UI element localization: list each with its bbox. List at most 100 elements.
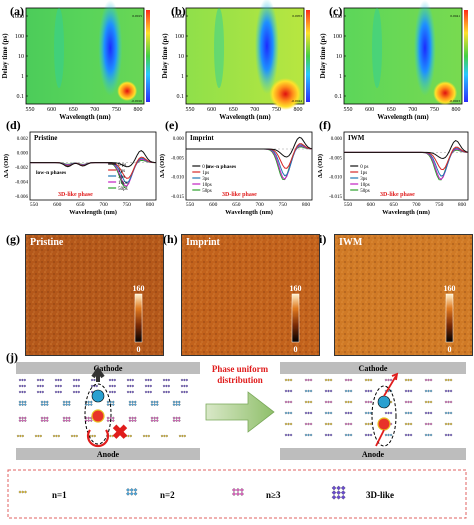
- cathode-label-right: Cathode: [359, 364, 388, 373]
- arrow-text-2: distribution: [217, 375, 263, 385]
- schematic-svg: Cathode Anode Cathode Anode Phase unifor…: [7, 362, 467, 519]
- legend-label: n≥3: [266, 490, 281, 500]
- ytick-label: 1: [21, 74, 24, 80]
- anode-label-left: Anode: [97, 450, 120, 459]
- yaxis-title: ΔA (OD): [3, 154, 10, 178]
- legend-entry: 3ps: [202, 177, 209, 182]
- spectra-title: IWM: [348, 134, 365, 142]
- ytick-label: -0.015: [171, 195, 184, 200]
- panel-label-a: (a): [10, 4, 24, 18]
- anode-label-right: Anode: [362, 450, 385, 459]
- xtick-label: 550: [344, 202, 353, 208]
- xtick-label: 600: [207, 107, 216, 113]
- xtick-label: 800: [458, 202, 467, 208]
- ytick-label: 0.000: [17, 152, 29, 157]
- legend-entry: 0 ps: [202, 165, 210, 170]
- xtick-label: 700: [412, 202, 421, 208]
- colorbar-max-1: 0.0053: [292, 14, 302, 18]
- xtick-label: 600: [47, 107, 56, 113]
- svg-text:0: 0: [137, 345, 141, 354]
- ytick-label: -0.010: [329, 176, 342, 181]
- xaxis-title: Wavelength (nm): [377, 113, 429, 121]
- ytick-label: 100: [15, 34, 24, 40]
- xtick-label: 600: [53, 202, 62, 208]
- ytick-label: 1: [181, 74, 184, 80]
- legend-entry: 10ps: [118, 181, 128, 186]
- legend-item-3: 3D-like: [331, 485, 394, 500]
- legend-item-0: n=1: [18, 490, 67, 500]
- xtick-label: 700: [90, 107, 99, 113]
- ytick-label: 0.000: [173, 137, 185, 142]
- annot-3d-like: 3D-like phase: [380, 192, 415, 198]
- ytick-label: -0.002: [15, 166, 28, 171]
- colorbar-min-1: -0.0044: [291, 99, 302, 103]
- anode-bar-right: [280, 448, 466, 460]
- legend-entry: 1ps: [202, 171, 209, 176]
- panel-label-i: (i): [315, 232, 327, 246]
- ytick-label: 1000: [172, 14, 184, 20]
- legend-entry: 3ps: [118, 175, 125, 180]
- xtick-label: 600: [209, 202, 218, 208]
- panel-label-g: (g): [6, 232, 20, 246]
- crystals-right: [284, 378, 453, 437]
- ytick-label: -0.010: [171, 176, 184, 181]
- panel-label-h: (h): [163, 232, 178, 246]
- spectrum-line: [186, 136, 313, 158]
- annot-3d-like: 3D-like phase: [58, 192, 93, 198]
- carrier-left: ✖: [84, 366, 128, 448]
- svg-text:160: 160: [444, 284, 456, 293]
- xtick-label: 750: [112, 107, 121, 113]
- legend-entry: 0 ps: [118, 163, 126, 168]
- svg-text:160: 160: [133, 284, 145, 293]
- ytick-label: 10: [178, 54, 184, 60]
- xtick-label: 650: [387, 107, 396, 113]
- yaxis-title: Delay time (ps): [1, 33, 9, 79]
- svg-text:160: 160: [290, 284, 302, 293]
- cathode-label-left: Cathode: [94, 364, 123, 373]
- row-spectra: 0 ps 1ps 3ps 10ps 50ps Pristine low-n phases 3D…: [0, 118, 474, 230]
- contour-svg: 0.0015 -0.0016 1000 100 10 1 0.1 550 600 650 700 75…: [1, 0, 468, 121]
- panel-j: (j) Cathode Anode Cathode Anode Phase un…: [0, 346, 474, 520]
- xtick-label: 800: [146, 202, 155, 208]
- afm-title-iwm: IWM: [339, 237, 363, 248]
- panel-label-e: (e): [165, 118, 179, 132]
- cathode-bar-right: [280, 362, 466, 374]
- xaxis-title: Wavelength (nm): [225, 209, 273, 216]
- ytick-label: 1000: [330, 14, 342, 20]
- spectra-title: Pristine: [34, 134, 57, 142]
- panel-label-c: (c): [329, 4, 343, 18]
- panel-label-f: (f): [319, 118, 331, 132]
- ytick-label: 1000: [12, 14, 24, 20]
- legend-entry: 0 ps: [360, 165, 368, 170]
- legend-label: 3D-like: [366, 490, 394, 500]
- spectrum-line: [344, 140, 469, 160]
- xtick-label: 650: [76, 202, 85, 208]
- xtick-label: 750: [123, 202, 132, 208]
- afm-title-pristine: Pristine: [30, 237, 64, 248]
- xtick-label: 700: [99, 202, 108, 208]
- xtick-label: 750: [272, 107, 281, 113]
- legend-item-1: n=2: [126, 488, 175, 500]
- xtick-label: 700: [250, 107, 259, 113]
- ytick-label: 1: [339, 74, 342, 80]
- xtick-label: 650: [389, 202, 398, 208]
- arrow-text-1: Phase uniform: [212, 364, 269, 374]
- panel-label-j: (j): [6, 350, 18, 364]
- spectra-title: Imprint: [190, 134, 214, 142]
- annot-3d-like: 3D-like phase: [222, 192, 257, 198]
- ytick-label: -0.005: [329, 156, 342, 161]
- contour-panel-0: 0.0015 -0.0016 1000 100 10 1 0.1 550 600 650 700 75…: [1, 0, 150, 121]
- ytick-label: 0.1: [177, 94, 185, 100]
- colorbar-max-0: 0.0015: [132, 14, 142, 18]
- svg-text:0: 0: [448, 345, 452, 354]
- ytick-label: -0.005: [171, 156, 184, 161]
- annot-low-n: low-n phases: [206, 164, 236, 170]
- yaxis-title: Delay time (ps): [161, 33, 169, 79]
- xtick-label: 700: [408, 107, 417, 113]
- ytick-label: -0.006: [15, 195, 28, 200]
- legend-entry: 50ps: [118, 187, 128, 192]
